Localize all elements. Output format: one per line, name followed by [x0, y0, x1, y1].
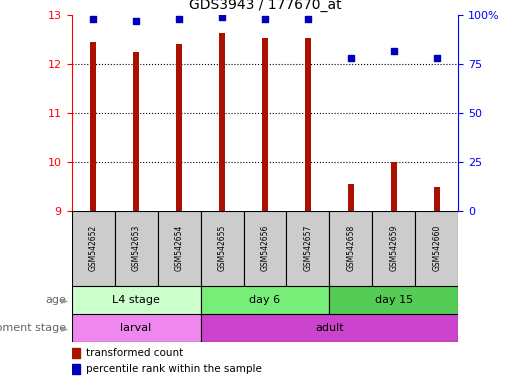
Bar	[373, 211, 416, 286]
Point	[132, 18, 140, 24]
Title: GDS3943 / 177670_at: GDS3943 / 177670_at	[189, 0, 341, 12]
Bar	[219, 33, 225, 211]
Text: ►: ►	[61, 295, 69, 305]
Text: GSM542652: GSM542652	[89, 225, 98, 271]
Point	[432, 55, 441, 61]
Text: GSM542659: GSM542659	[390, 225, 399, 271]
Point	[218, 14, 226, 20]
Text: transformed count: transformed count	[86, 348, 184, 358]
Text: development stage: development stage	[0, 323, 66, 333]
Point	[89, 16, 98, 22]
Text: ►: ►	[61, 323, 69, 333]
Text: adult: adult	[315, 323, 344, 333]
Bar	[72, 286, 200, 314]
Bar	[416, 211, 458, 286]
Bar	[133, 52, 139, 211]
Bar	[72, 314, 200, 342]
Bar	[330, 286, 458, 314]
Bar	[262, 38, 268, 211]
Bar	[176, 44, 182, 211]
Bar	[90, 42, 96, 211]
Point	[390, 48, 398, 54]
Text: day 15: day 15	[375, 295, 413, 305]
Text: percentile rank within the sample: percentile rank within the sample	[86, 364, 262, 374]
Bar	[348, 184, 354, 211]
Text: GSM542658: GSM542658	[347, 225, 356, 271]
Bar	[305, 38, 311, 211]
Text: L4 stage: L4 stage	[112, 295, 160, 305]
Text: GSM542653: GSM542653	[131, 225, 140, 271]
Bar	[72, 211, 114, 286]
Text: GSM542657: GSM542657	[304, 225, 313, 271]
Text: GSM542660: GSM542660	[432, 225, 441, 271]
Point	[347, 55, 355, 61]
Bar	[200, 314, 458, 342]
Point	[175, 16, 183, 22]
Bar	[434, 187, 440, 211]
Text: GSM542655: GSM542655	[217, 225, 226, 271]
Bar	[200, 211, 243, 286]
Bar	[243, 211, 287, 286]
Bar	[391, 162, 397, 211]
Text: day 6: day 6	[250, 295, 280, 305]
Bar	[72, 348, 80, 358]
Text: GSM542654: GSM542654	[174, 225, 183, 271]
Bar	[72, 364, 80, 374]
Text: larval: larval	[120, 323, 152, 333]
Point	[261, 16, 269, 22]
Bar	[287, 211, 330, 286]
Point	[304, 16, 312, 22]
Bar	[157, 211, 200, 286]
Bar	[330, 211, 373, 286]
Text: GSM542656: GSM542656	[261, 225, 269, 271]
Text: age: age	[46, 295, 66, 305]
Bar	[200, 286, 330, 314]
Bar	[114, 211, 157, 286]
